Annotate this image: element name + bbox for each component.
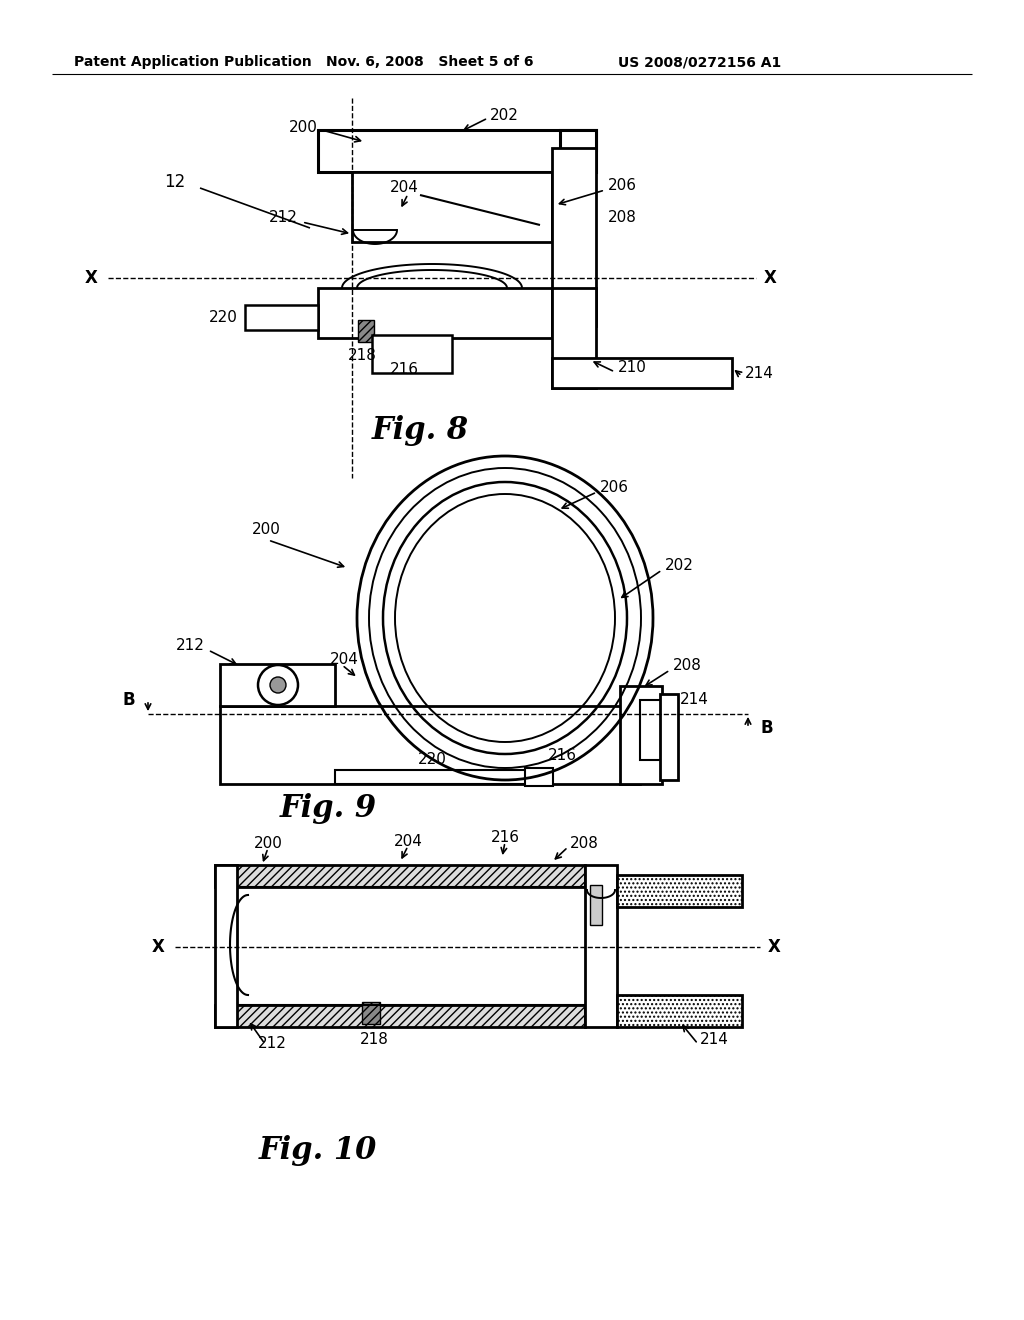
Text: 208: 208	[673, 657, 701, 672]
Bar	[525, 768, 553, 785]
Bar	[617, 995, 742, 1027]
Text: 210: 210	[618, 360, 647, 375]
Text: Fig. 10: Fig. 10	[259, 1134, 377, 1166]
Bar	[552, 148, 596, 326]
Text: 218: 218	[348, 347, 377, 363]
Text: X: X	[764, 269, 777, 286]
Text: B: B	[123, 690, 135, 709]
Text: 220: 220	[209, 310, 238, 326]
Text: 200: 200	[289, 120, 318, 135]
Bar	[358, 319, 374, 342]
Text: 204: 204	[390, 181, 419, 195]
Text: 216: 216	[490, 830, 519, 846]
Circle shape	[270, 677, 286, 693]
Bar	[352, 172, 552, 242]
Text: 214: 214	[700, 1032, 729, 1048]
Bar	[335, 770, 535, 784]
Bar	[552, 288, 596, 388]
Text: 202: 202	[665, 557, 694, 573]
Bar	[318, 129, 596, 172]
Text: 206: 206	[608, 177, 637, 193]
Text: 216: 216	[390, 363, 419, 378]
Text: Fig. 8: Fig. 8	[372, 414, 469, 446]
Text: 200: 200	[254, 837, 283, 851]
Text: 208: 208	[608, 210, 637, 226]
Text: 212: 212	[258, 1036, 287, 1052]
Bar	[215, 1005, 585, 1027]
Bar	[362, 1002, 380, 1024]
Text: 218: 218	[360, 1032, 389, 1048]
Text: 216: 216	[548, 748, 577, 763]
Text: 12: 12	[164, 173, 185, 191]
Bar	[620, 686, 662, 784]
Bar	[560, 129, 596, 150]
Text: 206: 206	[600, 479, 629, 495]
Text: 214: 214	[745, 366, 774, 380]
Bar	[640, 700, 665, 760]
Bar	[617, 875, 742, 907]
Text: Nov. 6, 2008   Sheet 5 of 6: Nov. 6, 2008 Sheet 5 of 6	[327, 55, 534, 69]
Bar	[220, 706, 640, 784]
Bar	[220, 664, 335, 706]
Text: 212: 212	[269, 210, 298, 226]
Text: 212: 212	[176, 639, 205, 653]
Text: 214: 214	[680, 693, 709, 708]
Text: X: X	[85, 269, 98, 286]
Text: Patent Application Publication: Patent Application Publication	[74, 55, 312, 69]
Text: 208: 208	[570, 836, 599, 850]
Text: US 2008/0272156 A1: US 2008/0272156 A1	[618, 55, 781, 69]
Text: 200: 200	[252, 523, 281, 537]
Bar	[552, 358, 732, 388]
Bar	[215, 865, 237, 1027]
Text: Fig. 9: Fig. 9	[280, 792, 377, 824]
Text: 204: 204	[330, 652, 358, 668]
Bar	[318, 288, 552, 338]
Bar	[245, 305, 318, 330]
Bar	[372, 335, 452, 374]
Bar	[660, 694, 678, 780]
Text: 202: 202	[490, 107, 519, 123]
Text: 220: 220	[418, 752, 446, 767]
Text: B: B	[760, 719, 773, 737]
Text: 204: 204	[393, 834, 423, 850]
Text: X: X	[768, 939, 781, 956]
Text: X: X	[153, 939, 165, 956]
Bar	[215, 865, 585, 887]
Bar	[585, 865, 617, 1027]
Bar	[590, 884, 602, 925]
